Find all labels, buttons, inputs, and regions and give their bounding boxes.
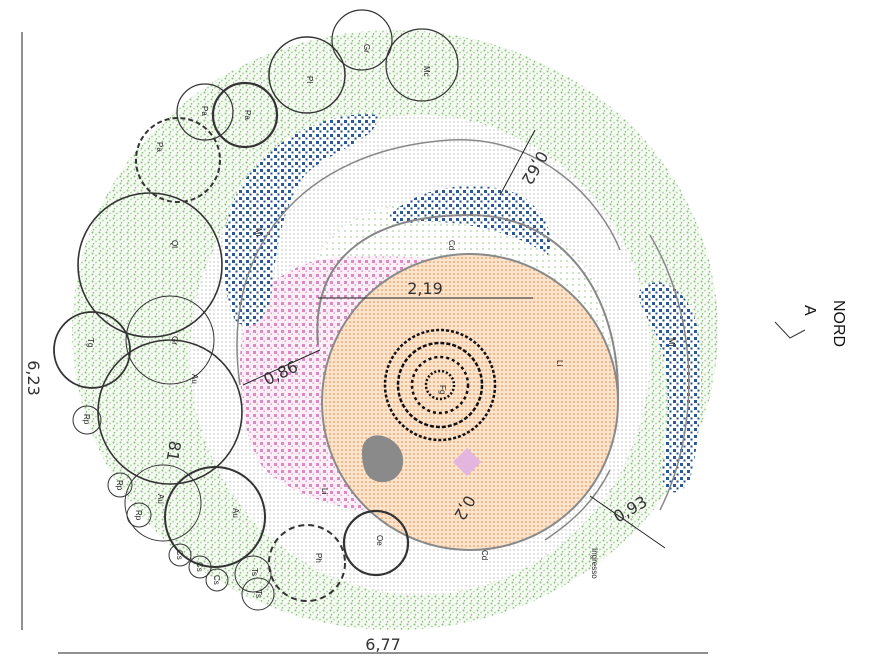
outer-arc xyxy=(236,139,621,386)
right-arc xyxy=(649,234,690,511)
shrub-ts-1 xyxy=(234,555,272,593)
label-cs-1: Cs xyxy=(175,550,184,560)
label-pa-2: Pa xyxy=(243,110,252,120)
label-rp-2: Rp xyxy=(115,480,124,491)
blue-planting-top xyxy=(389,185,551,255)
shrub-rp-1 xyxy=(72,405,102,435)
label-au-2: Au xyxy=(156,494,165,504)
label-cd-bottom: Cd xyxy=(480,550,489,560)
central-sculpture xyxy=(383,328,497,442)
label-au-1: Au xyxy=(190,374,199,384)
label-81: 81 xyxy=(163,439,185,462)
label-tg: Tg xyxy=(86,338,95,347)
label-pa-3: Pa xyxy=(155,142,164,152)
label-li-right: Li xyxy=(555,360,564,366)
label-gr-left: Gr xyxy=(170,336,179,345)
shrub-ts-2 xyxy=(241,577,275,611)
shrub-cs-3 xyxy=(205,568,229,592)
label-cd-top: Cd xyxy=(447,240,456,250)
north-arrow-icon xyxy=(774,321,806,339)
tree-oe xyxy=(342,509,410,577)
label-ph: Ph xyxy=(314,553,323,563)
blue-planting-left xyxy=(223,114,379,326)
tree-tg xyxy=(53,311,131,389)
tree-gr-left xyxy=(125,295,215,385)
label-pa-1: Pa xyxy=(200,106,209,116)
dim-inner-diameter: 2,19 xyxy=(407,279,443,298)
label-mc: Mc xyxy=(422,66,431,77)
tree-pa-2 xyxy=(211,81,279,149)
shrub-rp-2 xyxy=(107,472,133,498)
label-entrance: Ingresso xyxy=(590,548,599,579)
label-cs-2: Cs xyxy=(195,562,204,572)
dim-total-width: 6,77 xyxy=(365,635,401,654)
shrub-cs-1 xyxy=(168,543,192,567)
tree-au-2 xyxy=(124,464,202,542)
dim-total-height: 6,23 xyxy=(24,360,43,396)
tree-ql xyxy=(77,192,223,338)
shrub-cs-2 xyxy=(188,555,212,579)
label-ts-2: Ts xyxy=(254,590,263,598)
label-gr-top: Gr xyxy=(362,44,371,53)
label-oe: Oe xyxy=(375,535,384,546)
rock xyxy=(362,435,404,483)
north-letter: A xyxy=(801,305,818,316)
label-mi-left: Mi xyxy=(254,228,263,237)
label-rp-1: Rp xyxy=(82,414,91,425)
north-label: NORD xyxy=(830,300,847,347)
tree-gr-top xyxy=(331,9,393,71)
label-fg: Fg xyxy=(438,385,447,394)
lilac-feature xyxy=(452,447,482,477)
label-li-left: Li xyxy=(320,488,329,494)
tree-au-3 xyxy=(164,466,266,568)
label-ts-1: Ts xyxy=(250,568,259,576)
label-ql: Ql xyxy=(170,240,179,248)
dim-line-path xyxy=(242,349,321,386)
shrub-ph xyxy=(268,524,346,602)
label-rp-3: Rp xyxy=(134,510,143,521)
label-au-3: Au xyxy=(231,508,240,518)
dim-line-top xyxy=(499,129,536,196)
label-cs-3: Cs xyxy=(212,575,221,585)
entrance-arc xyxy=(544,469,611,541)
tree-pa-1 xyxy=(176,83,234,141)
label-mi-right: Mi xyxy=(667,338,676,347)
tree-pl xyxy=(268,36,346,114)
label-pl: Pl xyxy=(305,76,314,83)
shrub-pa-3 xyxy=(135,117,221,203)
tree-mc xyxy=(385,28,459,102)
inner-arc xyxy=(316,213,620,401)
dim-line-entrance xyxy=(589,495,666,549)
